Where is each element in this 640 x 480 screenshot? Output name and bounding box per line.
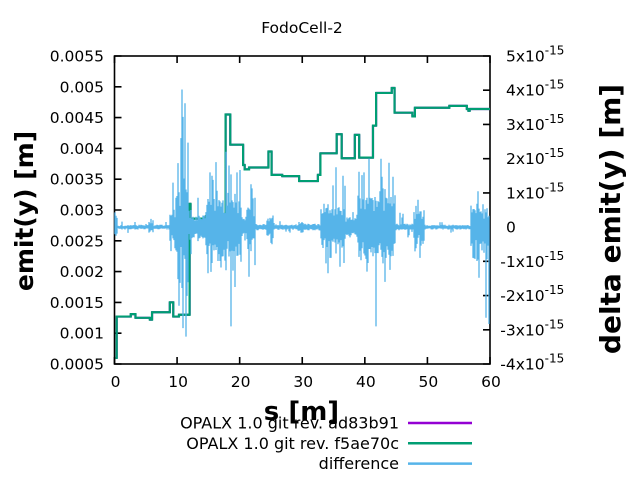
y1-tick-label: 0.0035: [50, 171, 104, 189]
y1-tick-label: 0.001: [60, 325, 104, 343]
y-axis-label: emit(y) [m]: [10, 131, 39, 291]
y1-tick-label: 0.0005: [50, 356, 104, 374]
chart-title: FodoCell-2: [261, 19, 343, 37]
legend-label-rev2: OPALX 1.0 git rev. f5ae70c: [186, 434, 399, 453]
y1-tick-label: 0.0025: [50, 232, 104, 250]
legend-label-rev1: OPALX 1.0 git rev. ad83b91: [180, 414, 399, 433]
y1-tick-label: 0.003: [60, 202, 104, 220]
y2-tick-label: 1x10-15: [506, 180, 564, 202]
legend-item: difference: [319, 454, 472, 473]
y2-tick-label: -3x10-15: [500, 317, 564, 339]
y2-tick-label: -4x10-15: [500, 352, 564, 374]
plot-border: [113, 55, 491, 365]
legend-item: OPALX 1.0 git rev. f5ae70c: [186, 434, 472, 453]
y1-tick-label: 0.0055: [50, 48, 104, 66]
y2-tick-label: 3x10-15: [506, 112, 564, 134]
x-tick-label: 40: [356, 373, 376, 391]
x-tick-label: 30: [293, 373, 313, 391]
y2-tick-label: -2x10-15: [500, 283, 564, 305]
legend: OPALX 1.0 git rev. ad83b91 OPALX 1.0 git…: [180, 414, 472, 473]
y2-axis-label: delta emit(y) [m]: [594, 84, 627, 354]
y2-tick-label: 5x10-15: [506, 44, 564, 66]
legend-item: OPALX 1.0 git rev. ad83b91: [180, 414, 472, 433]
y2-tick-label: 0: [506, 219, 516, 237]
tick-marks: [113, 55, 491, 365]
x-axis-label: s [m]: [264, 397, 339, 427]
y1-tick-label: 0.004: [60, 140, 104, 158]
x-tick-label: 60: [481, 373, 501, 391]
legend-label-difference: difference: [319, 454, 399, 473]
series-difference-line: [114, 89, 490, 337]
y2-tick-label: 4x10-15: [506, 78, 564, 100]
y1-tick-label: 0.0015: [50, 294, 104, 312]
y2-tick-label: 2x10-15: [506, 146, 564, 168]
y1-tick-label: 0.005: [60, 78, 104, 96]
y2-tick-label: -1x10-15: [500, 249, 564, 271]
x-tick-label: 10: [168, 373, 188, 391]
series-rev2-line: [115, 86, 490, 359]
x-tick-label: 20: [231, 373, 251, 391]
axes: 0 10 20 30 40 50 60 0.0005 0.001 0.0015 0.002 0.002…: [50, 44, 565, 392]
series: [114, 86, 490, 359]
x-tick-label: 50: [419, 373, 439, 391]
y1-tick-label: 0.002: [60, 263, 104, 281]
x-tick-label: 0: [111, 373, 121, 391]
y1-tick-label: 0.0045: [50, 109, 104, 127]
